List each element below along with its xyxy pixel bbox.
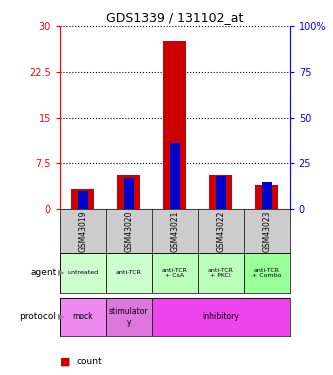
Bar xyxy=(124,178,134,209)
Text: agent: agent xyxy=(30,268,57,278)
Bar xyxy=(60,254,106,292)
Bar xyxy=(60,298,106,336)
Bar xyxy=(215,176,226,209)
Text: GSM43019: GSM43019 xyxy=(78,210,88,252)
Text: GSM43023: GSM43023 xyxy=(262,210,271,252)
Text: ▶: ▶ xyxy=(58,312,65,321)
Text: inhibitory: inhibitory xyxy=(202,312,239,321)
Text: anti-TCR
+ PKCi: anti-TCR + PKCi xyxy=(208,267,234,278)
Bar xyxy=(255,184,278,209)
Bar xyxy=(152,298,290,336)
Bar xyxy=(71,189,95,209)
Bar xyxy=(261,182,272,209)
Bar xyxy=(209,176,232,209)
Text: anti-TCR
+ CsA: anti-TCR + CsA xyxy=(162,267,188,278)
Text: untreated: untreated xyxy=(67,270,99,275)
Bar xyxy=(106,254,152,292)
Text: mock: mock xyxy=(73,312,93,321)
Text: ■: ■ xyxy=(60,357,71,367)
Bar xyxy=(78,191,88,209)
Title: GDS1339 / 131102_at: GDS1339 / 131102_at xyxy=(106,11,243,24)
Text: GSM43020: GSM43020 xyxy=(124,210,134,252)
Text: count: count xyxy=(77,357,102,366)
Text: protocol: protocol xyxy=(20,312,57,321)
Text: anti-TCR: anti-TCR xyxy=(116,270,142,275)
Bar xyxy=(117,176,141,209)
Text: GSM43022: GSM43022 xyxy=(216,210,225,252)
Text: ▶: ▶ xyxy=(58,268,65,278)
Bar xyxy=(152,254,198,292)
Bar xyxy=(198,254,244,292)
Text: GSM43021: GSM43021 xyxy=(170,210,179,252)
Text: stimulator
y: stimulator y xyxy=(109,307,149,327)
Text: anti-TCR
+ Combo: anti-TCR + Combo xyxy=(252,267,281,278)
Bar xyxy=(169,143,180,209)
Bar xyxy=(244,254,290,292)
Bar xyxy=(106,298,152,336)
Bar xyxy=(163,42,186,209)
